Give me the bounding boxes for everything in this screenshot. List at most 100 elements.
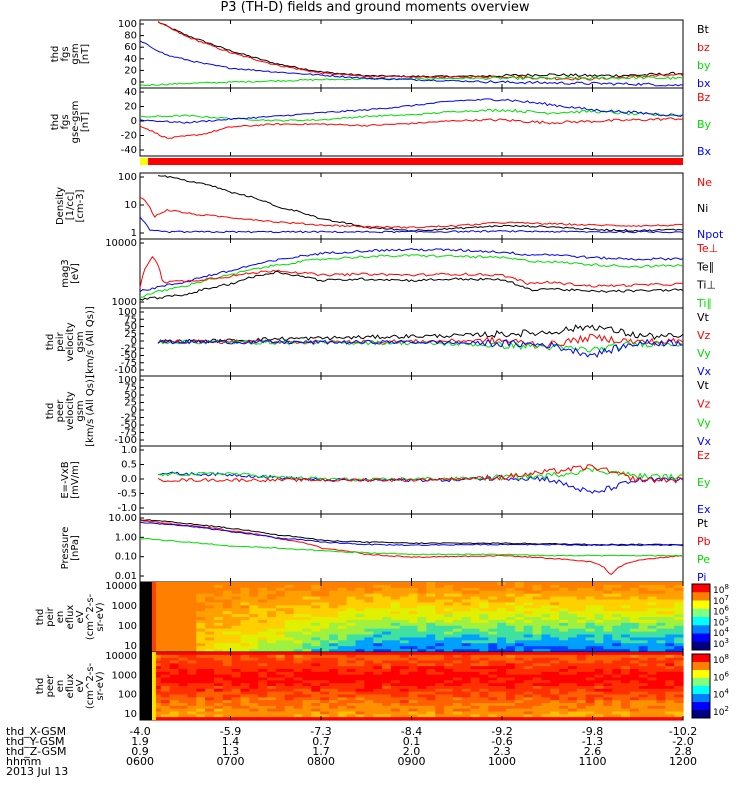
y-tick-label: 10000 <box>105 238 137 249</box>
spectrogram-cell <box>160 671 171 676</box>
spectrogram-cell <box>390 587 401 592</box>
spectrogram-cell <box>275 669 286 673</box>
spectrogram-cell <box>293 663 304 667</box>
spectrogram-cell <box>320 582 330 586</box>
spectrogram-cell <box>258 637 268 641</box>
spectrogram-cell <box>364 677 374 681</box>
spectrogram-cell <box>152 674 162 679</box>
spectrogram-cell <box>390 680 401 684</box>
spectrogram-cell <box>408 683 419 687</box>
spectrogram-cell <box>240 671 250 676</box>
spectrogram-cell <box>567 697 578 701</box>
spectrogram-cell <box>249 654 259 659</box>
spectrogram-cell <box>603 694 613 698</box>
spectrogram-cell <box>240 674 250 679</box>
spectrogram-cell <box>470 622 481 627</box>
spectrogram-cell <box>311 596 321 601</box>
spectrogram-cell <box>160 669 171 673</box>
spectrogram-cell <box>523 625 534 630</box>
spectrogram-cell <box>258 680 268 684</box>
spectrogram-cell <box>267 628 277 633</box>
spectrogram-cell <box>364 596 374 601</box>
spectrogram-cell <box>364 686 374 690</box>
spectrogram-cell <box>612 631 622 636</box>
spectrogram-cell <box>621 654 631 659</box>
spectrogram-cell <box>603 640 613 644</box>
spectrogram-cell <box>674 654 684 659</box>
spectrogram-cell <box>329 674 339 679</box>
spectrogram-cell <box>222 703 233 707</box>
spectrogram-cell <box>373 617 383 621</box>
spectrogram-cell <box>267 703 277 707</box>
spectrogram-cell <box>576 663 587 667</box>
spectrogram-cell <box>267 705 277 710</box>
spectrogram-cell <box>576 625 587 630</box>
spectrogram-cell <box>240 703 250 707</box>
spectrogram-cell <box>621 657 631 662</box>
y-axis-label-line: eV <box>75 610 86 623</box>
spectrogram-cell <box>346 700 357 704</box>
spectrogram-cell <box>452 617 463 621</box>
spectrogram-cells <box>152 582 684 653</box>
spectrogram-cell <box>638 614 649 618</box>
spectrogram-cell <box>470 654 481 659</box>
spectrogram-cell <box>514 582 525 586</box>
spectrogram-cell <box>320 640 330 644</box>
spectrogram-cell <box>382 708 392 713</box>
spectrogram-cell <box>346 628 357 633</box>
spectrogram-cell <box>444 582 454 586</box>
spectrogram-cell <box>426 625 436 630</box>
spectrogram-cell <box>567 617 578 621</box>
spectrogram-cell <box>497 587 507 592</box>
legend-entry: bx <box>697 77 711 90</box>
spectrogram-cell <box>169 593 180 598</box>
spectrogram-cell <box>213 654 224 659</box>
spectrogram-cell <box>426 717 436 721</box>
spectrogram-cell <box>390 637 401 641</box>
spectrogram-cell <box>284 671 295 676</box>
spectrogram-cell <box>497 663 507 667</box>
spectrogram-cell <box>267 669 277 673</box>
spectrogram-cell <box>567 582 578 586</box>
spectrogram-cell <box>152 593 162 598</box>
spectrogram-cell <box>355 652 365 656</box>
spectrogram-cell <box>550 683 560 687</box>
spectrogram-cell <box>196 634 206 639</box>
spectrogram-cell <box>399 608 410 612</box>
spectrogram-cell <box>275 663 286 667</box>
spectrogram-cell <box>408 657 419 662</box>
spectrogram-cell <box>567 649 578 653</box>
spectrogram-cell <box>222 582 233 586</box>
spectrogram-cell <box>567 611 578 615</box>
spectrogram-cell <box>337 599 348 604</box>
spectrogram-cell <box>293 700 304 704</box>
spectrogram-cell <box>656 677 666 681</box>
spectrogram-cell <box>284 666 295 670</box>
spectrogram-cell <box>621 649 631 653</box>
spectrogram-cell <box>160 590 171 595</box>
spectrogram-cell <box>275 697 286 701</box>
spectrogram-cell <box>284 700 295 704</box>
spectrogram-cell <box>408 614 419 618</box>
spectrogram-cell <box>665 643 675 647</box>
spectrogram-cell <box>293 677 304 681</box>
spectrogram-cell <box>293 599 304 604</box>
spectrogram-cell <box>205 711 215 715</box>
spectrogram-cell <box>213 700 224 704</box>
spectrogram-cell <box>585 694 596 698</box>
spectrogram-cell <box>629 602 640 606</box>
y-tick-label: 20 <box>124 65 137 76</box>
spectrogram-cell <box>390 683 401 687</box>
spectrogram-cell <box>532 614 542 618</box>
spectrogram-cell <box>382 611 392 615</box>
spectrogram-cell <box>258 674 268 679</box>
spectrogram-cell <box>444 637 454 641</box>
spectrogram-cell <box>452 605 463 609</box>
spectrogram-cell <box>550 666 560 670</box>
orbit-value: -7.3 <box>310 725 332 738</box>
spectrogram-cell <box>373 674 383 679</box>
spectrogram-cell <box>559 602 569 606</box>
spectrogram-cell <box>320 717 330 721</box>
spectrogram-cell <box>461 587 472 592</box>
spectrogram-cell <box>621 634 631 639</box>
